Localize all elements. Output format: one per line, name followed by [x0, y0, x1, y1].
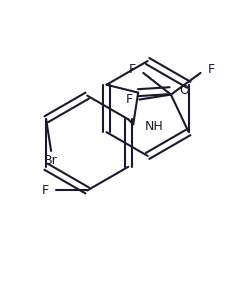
- Text: F: F: [129, 63, 136, 76]
- Text: NH: NH: [145, 120, 164, 133]
- Text: F: F: [125, 93, 132, 106]
- Text: Br: Br: [44, 154, 58, 167]
- Text: F: F: [208, 63, 215, 76]
- Text: O: O: [180, 84, 190, 97]
- Text: F: F: [42, 184, 49, 197]
